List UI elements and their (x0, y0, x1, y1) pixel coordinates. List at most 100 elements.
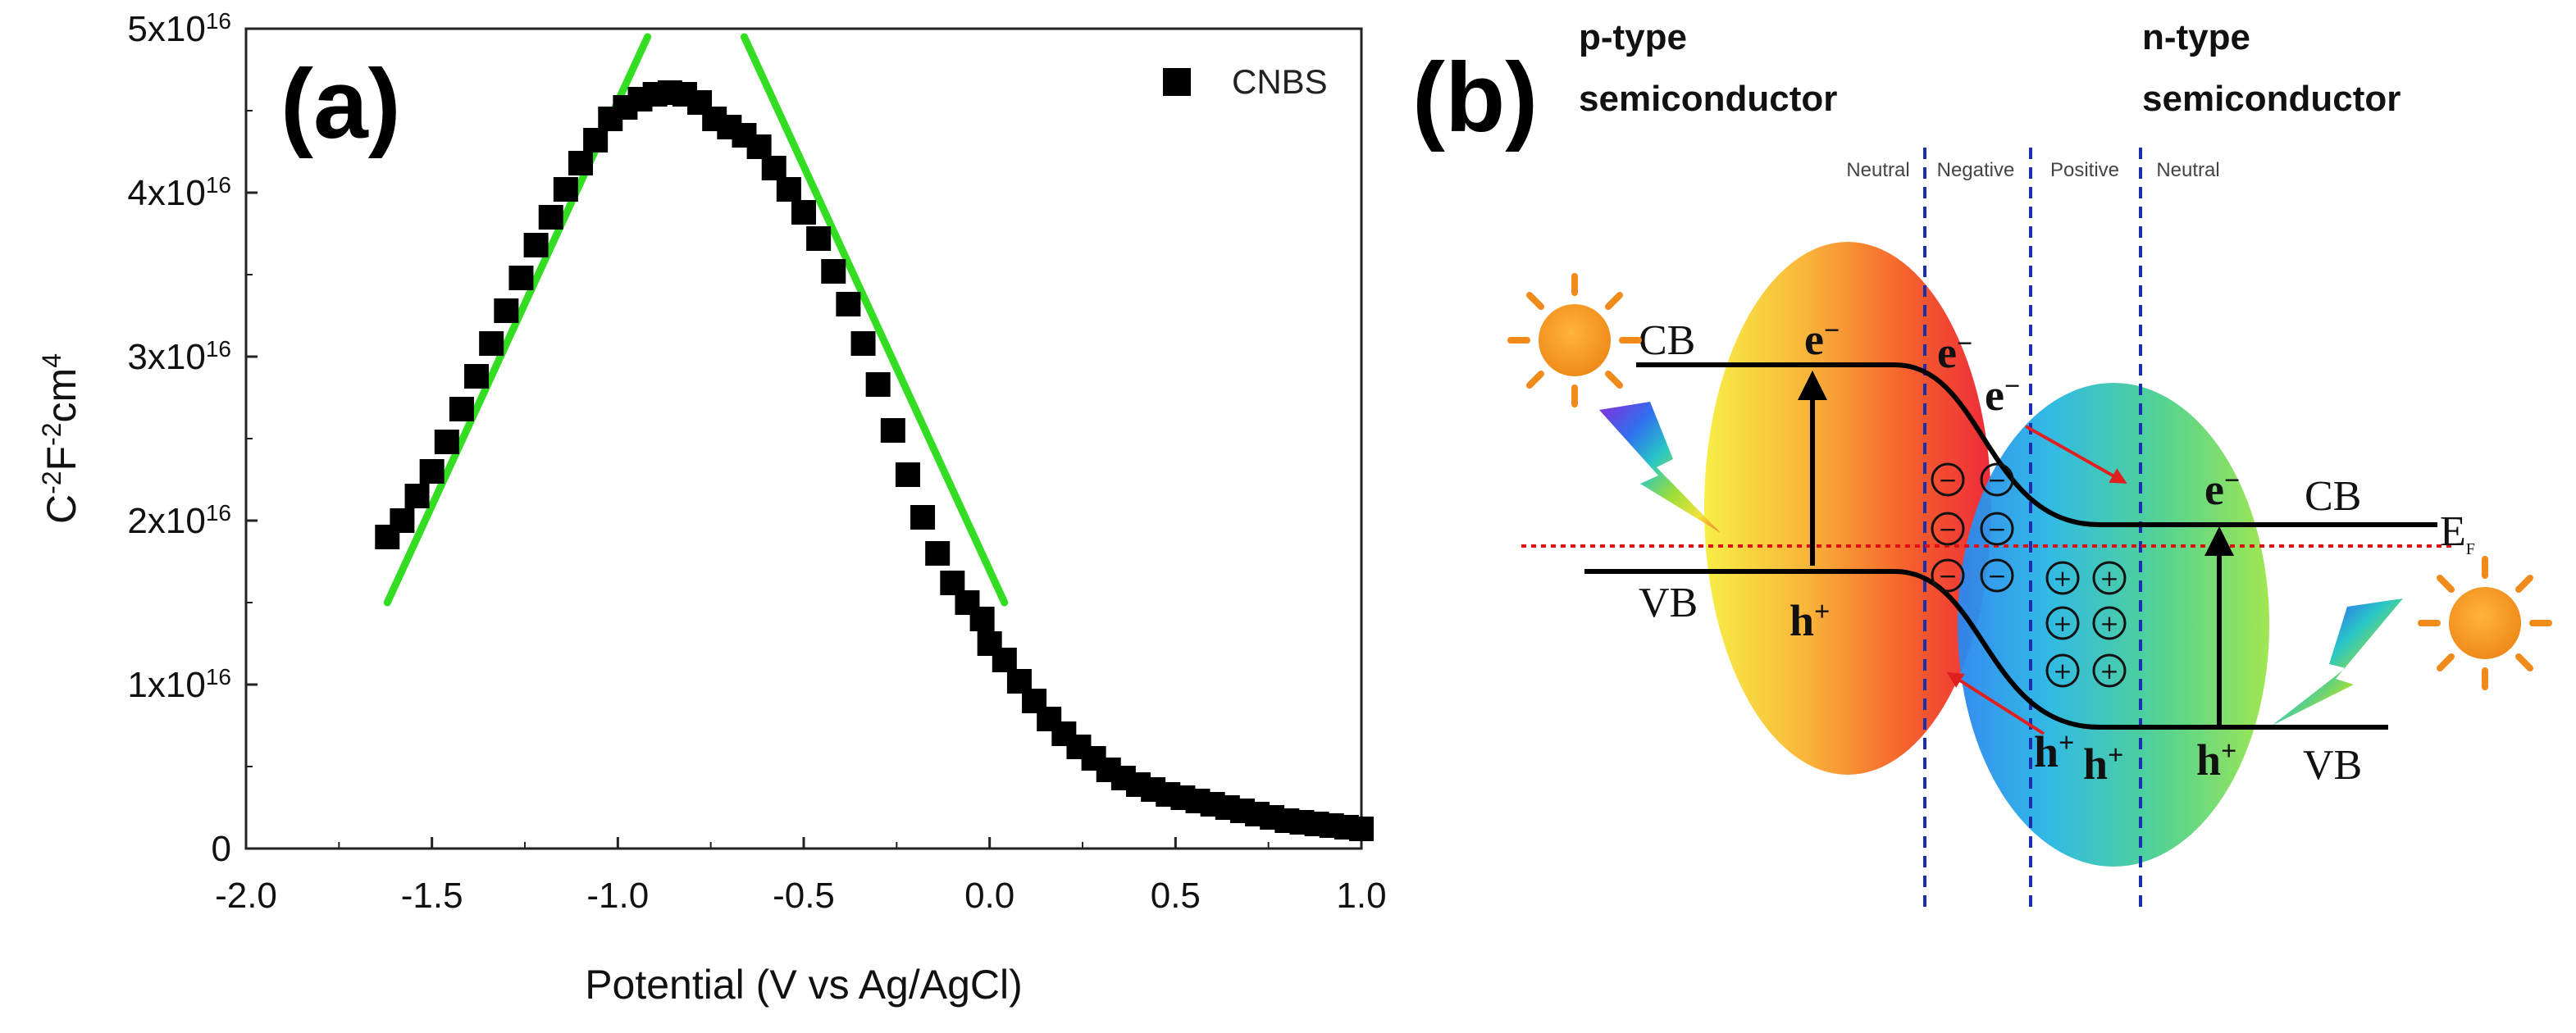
negative-charge: − (1931, 512, 1965, 546)
y-tick-label: 4x1016 (127, 172, 231, 214)
electron-transfer-arrow (2025, 425, 2127, 484)
electron-junction-2: e− (1985, 371, 2020, 420)
data-point (553, 177, 578, 202)
sun-icon-right (2418, 556, 2552, 690)
hole-right: h+ (2196, 735, 2236, 785)
data-point (969, 607, 995, 631)
x-tick-label: 0.5 (1151, 876, 1201, 916)
region-label-positive: Positive (2050, 159, 2119, 181)
fermi-level-label: EF (2440, 508, 2475, 558)
data-point (434, 430, 459, 454)
data-point (390, 508, 415, 533)
x-tick-label: -1.5 (401, 876, 463, 916)
data-point (508, 266, 534, 290)
conduction-band (1636, 362, 2437, 527)
data-point (776, 177, 801, 202)
svg-text:−: − (1987, 516, 2006, 543)
data-point (746, 134, 772, 159)
x-tick-label: -2.0 (215, 876, 277, 916)
y-tick-label: 0 (212, 829, 231, 869)
hole-transfer-arrow (1946, 671, 2045, 735)
data-point (494, 298, 519, 323)
p-type-heading-line2: semiconductor (1579, 79, 1837, 119)
data-point (895, 462, 920, 487)
legend: CNBS (1163, 62, 1328, 101)
data-point (1349, 817, 1374, 841)
y-tick-label: 3x1016 (127, 336, 231, 378)
positive-charge: + (2045, 653, 2080, 688)
y-tick-label: 2x1016 (127, 500, 231, 542)
data-point (449, 397, 474, 421)
region-label-neutral-right: Neutral (2156, 159, 2219, 181)
data-point (568, 151, 593, 175)
y-tick-label: 5x1016 (127, 8, 231, 50)
x-tick-label: 1.0 (1336, 876, 1386, 916)
positive-charge: + (2045, 561, 2080, 595)
vb-label-right: VB (2303, 742, 2362, 789)
cb-label-left: CB (1639, 317, 1695, 364)
legend-marker (1163, 68, 1191, 96)
data-point (836, 292, 861, 316)
x-axis-title: Potential (V vs Ag/AgCl) (585, 962, 1023, 1008)
electron-left: e− (1804, 315, 1840, 364)
x-tick-label: -0.5 (773, 876, 835, 916)
data-point (821, 259, 846, 284)
panel-label-a: (a) (280, 49, 401, 159)
negative-space-charges: − − − − − − (1931, 462, 2014, 593)
data-point (761, 156, 786, 180)
y-tick-label: 1x1016 (127, 664, 231, 706)
vb-label-left: VB (1639, 580, 1698, 626)
region-label-negative: Negative (1937, 159, 2015, 181)
data-point (880, 418, 905, 443)
panel-a-chart: 0 1x1016 2x1016 3x1016 4x1016 5x1016 -2.0 -1.5… (37, 8, 1387, 1008)
negative-charge: − (1980, 462, 2014, 497)
data-point (806, 226, 832, 251)
svg-text:−: − (1938, 516, 1957, 543)
light-bolt-icon-right (2272, 598, 2403, 726)
positive-charge: + (2092, 653, 2127, 688)
positive-space-charges: + + + + + + (2045, 561, 2127, 688)
hole-left: h+ (1790, 596, 1830, 645)
valence-band (1584, 569, 2388, 730)
data-point (419, 459, 445, 484)
n-type-heading-line1: n-type (2142, 17, 2250, 57)
positive-charge: + (2092, 561, 2127, 595)
y-axis-ticks: 0 1x1016 2x1016 3x1016 4x1016 5x1016 (127, 8, 258, 869)
cb-label-right: CB (2305, 473, 2361, 520)
data-point (538, 205, 563, 230)
light-bolt-icon-left (1599, 402, 1721, 533)
panel-label-b: (b) (1412, 43, 1538, 152)
data-point (925, 541, 951, 566)
plot-frame (244, 27, 1363, 850)
data-point (791, 200, 816, 225)
electron-right: e− (2204, 465, 2240, 514)
panel-b-diagram: (b) p-type semiconductor n-type semicond… (1412, 17, 2552, 914)
data-points-cnbs (375, 80, 1374, 841)
legend-label: CNBS (1232, 62, 1328, 101)
svg-text:+: + (2100, 565, 2118, 592)
data-point (583, 128, 609, 152)
x-tick-label: 0.0 (964, 876, 1014, 916)
positive-charge: + (2092, 606, 2127, 640)
data-point (865, 372, 891, 397)
data-point (992, 648, 1017, 672)
n-type-heading-line2: semiconductor (2142, 79, 2400, 119)
y-axis-title: C-2F-2cm4 (37, 353, 84, 524)
positive-charge: + (2045, 606, 2080, 640)
p-type-region (1704, 242, 1991, 775)
negative-charge: − (1931, 558, 1965, 593)
negative-charge: − (1980, 512, 2014, 546)
electron-junction-1: e− (1937, 328, 1972, 377)
svg-text:−: − (1938, 562, 1957, 589)
x-axis-ticks: -2.0 -1.5 -1.0 -0.5 0.0 0.5 1.0 (215, 837, 1387, 916)
data-point (404, 484, 430, 508)
svg-text:+: + (2100, 610, 2118, 637)
data-point (910, 505, 936, 530)
svg-text:+: + (2053, 610, 2072, 637)
svg-text:−: − (1987, 562, 2006, 589)
negative-charge: − (1931, 462, 1965, 497)
data-point (523, 233, 549, 257)
region-label-neutral-left: Neutral (1846, 159, 1909, 181)
negative-charge: − (1980, 558, 2014, 593)
